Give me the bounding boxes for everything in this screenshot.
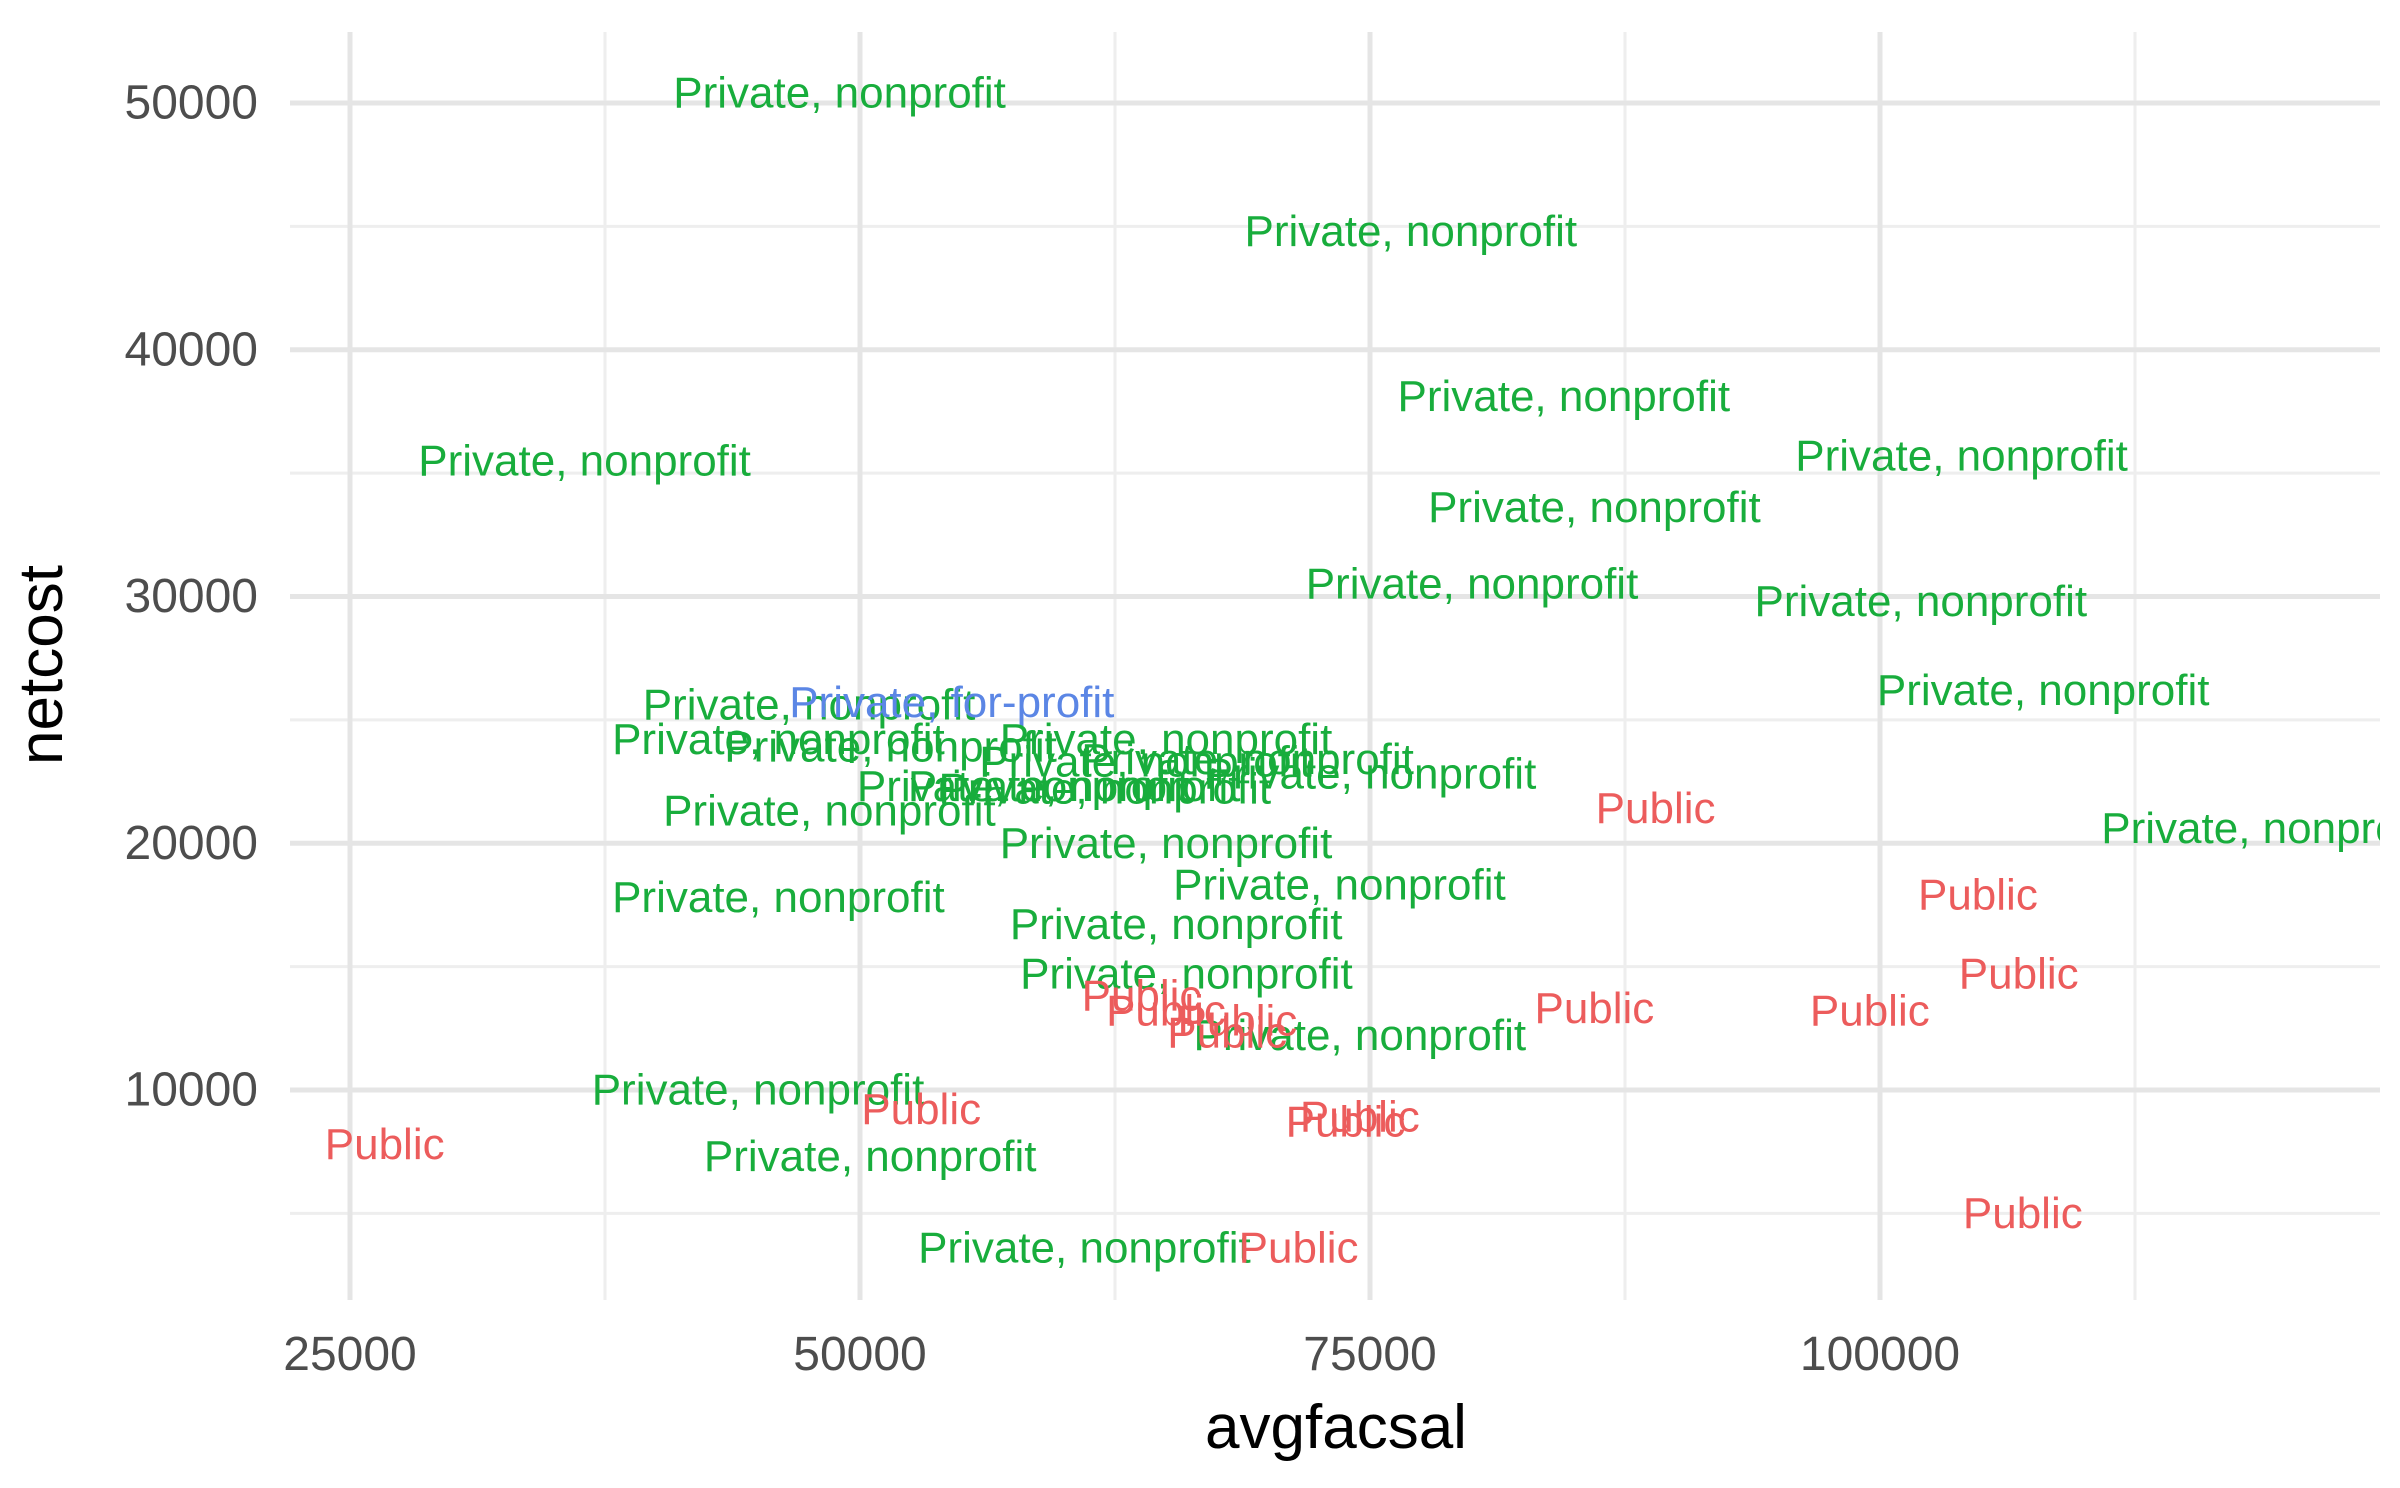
- point-label: Private, nonprofit: [673, 69, 1006, 118]
- point-label: Private, nonprofit: [1081, 735, 1414, 784]
- point-label: Private, for-profit: [789, 678, 1114, 727]
- point-label: Public: [325, 1120, 445, 1169]
- x-tick-label: 75000: [1303, 1328, 1436, 1381]
- y-tick-label: 40000: [125, 323, 258, 376]
- point-label: Private, nonprofit: [1193, 1011, 1526, 1060]
- point-label: Private, nonprofit: [1000, 819, 1333, 868]
- point-label: Public: [1918, 871, 2038, 920]
- point-label: Public: [1534, 984, 1654, 1033]
- point-label: Public: [1300, 1093, 1420, 1142]
- point-label: Private, nonprofit: [704, 1132, 1037, 1181]
- point-label: Private, nonprofit: [1754, 577, 2087, 626]
- point-label: Public: [1286, 1098, 1406, 1147]
- point-label: Private, nonprofit: [1428, 483, 1761, 532]
- axes: 25000 50000 75000 100000 10000 20000 30000 4000…: [125, 77, 1961, 1382]
- point-label: Public: [1177, 996, 1297, 1045]
- point-label: Private, nonprofit: [1010, 900, 1343, 949]
- grid: [290, 32, 2380, 1300]
- point-label: Private, nonprofit: [418, 436, 751, 485]
- y-tick-label: 10000: [125, 1064, 258, 1117]
- point-label: Private, nonprofit: [724, 723, 1057, 772]
- point-label: Private, nonprofit: [1173, 861, 1506, 910]
- x-tick-label: 100000: [1800, 1328, 1960, 1381]
- point-label: Public: [1167, 1009, 1287, 1058]
- point-label: Private, nonprofit: [1306, 560, 1639, 609]
- point-label: Private, nonprofit: [938, 764, 1271, 813]
- y-tick-label: 50000: [125, 77, 258, 130]
- point-label: Public: [1963, 1189, 2083, 1238]
- point-label: Private, nonprofit: [643, 681, 976, 730]
- point-label: Private, nonprofit: [612, 873, 945, 922]
- point-label: Public: [1810, 987, 1930, 1036]
- point-label: Private, nonprofit: [1244, 207, 1577, 256]
- x-tick-label: 25000: [283, 1328, 416, 1381]
- point-label: Private, nonprofit: [918, 1223, 1251, 1272]
- point-label: Private, nonprofit: [612, 715, 945, 764]
- point-label: Private, nonprofit: [592, 1066, 925, 1115]
- point-label: Public: [1082, 972, 1202, 1021]
- y-tick-label: 20000: [125, 817, 258, 870]
- point-label: Public: [861, 1085, 981, 1134]
- point-label: Private, nonprofit: [1020, 950, 1353, 999]
- point-label: Private, nonprofit: [857, 762, 1190, 811]
- point-label: Public: [1596, 784, 1716, 833]
- point-label: Private, nonprofit: [1204, 750, 1537, 799]
- x-tick-label: 50000: [793, 1328, 926, 1381]
- point-label: Private, nonprofit: [1000, 715, 1333, 764]
- point-label: Public: [1106, 987, 1226, 1036]
- point-label: Public: [1959, 950, 2079, 999]
- x-axis-title: avgfacsal: [1205, 1393, 1467, 1462]
- point-label: Private, nonprofit: [908, 762, 1241, 811]
- point-label: Private, nonprofit: [663, 787, 996, 836]
- point-label: Public: [1239, 1223, 1359, 1272]
- point-label: Private, nonprofit: [1397, 372, 1730, 421]
- point-label: Private, nonprofit: [2101, 804, 2400, 853]
- point-label: Private, nonprofit: [979, 737, 1312, 786]
- point-label: Private, nonprofit: [1795, 431, 2128, 480]
- y-tick-label: 30000: [125, 570, 258, 623]
- point-label: Private, nonprofit: [1877, 666, 2210, 715]
- y-axis-title: netcost: [7, 565, 76, 765]
